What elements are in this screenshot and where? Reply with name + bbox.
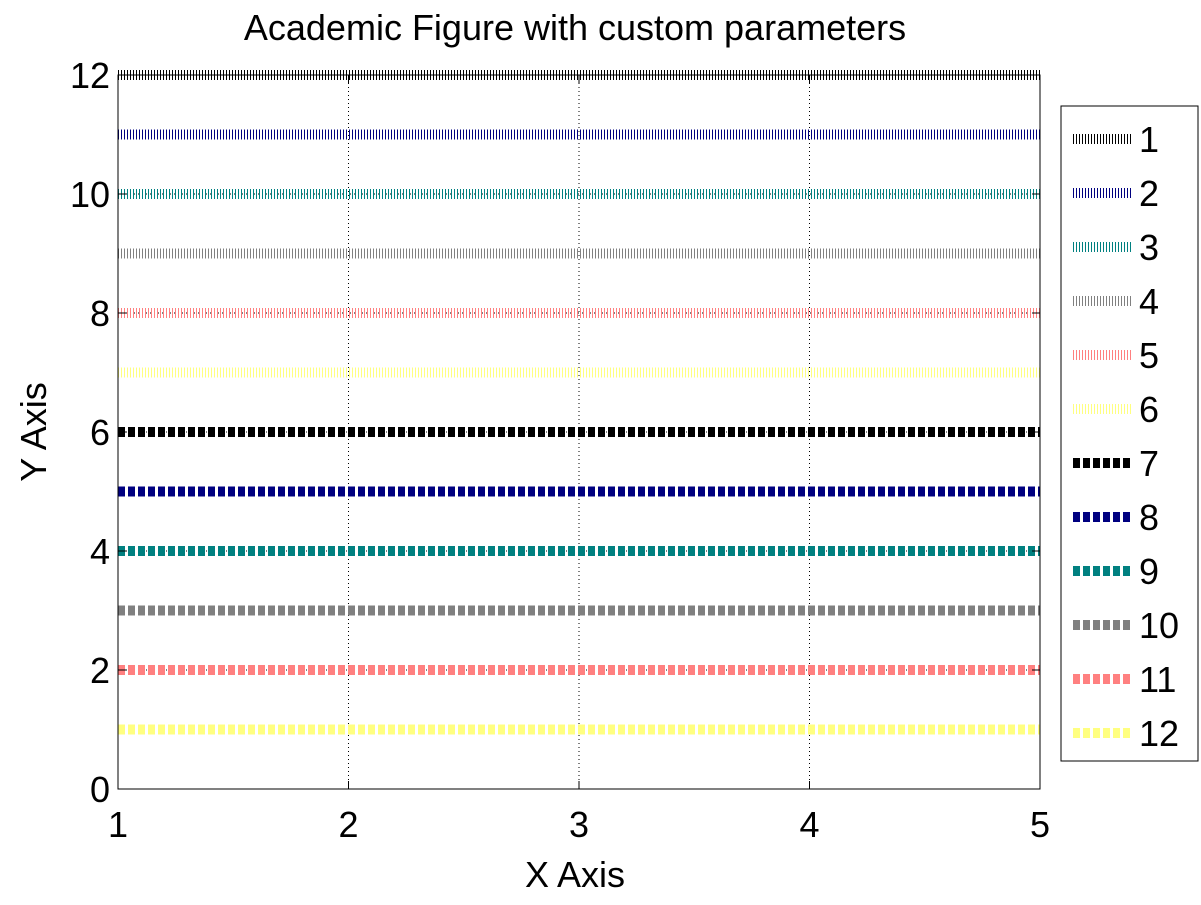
y-axis-label: Y Axis (13, 382, 54, 481)
legend-label-4: 4 (1139, 281, 1159, 322)
legend-label-3: 3 (1139, 227, 1159, 268)
y-tick-label: 2 (90, 650, 110, 691)
legend-label-2: 2 (1139, 173, 1159, 214)
legend-box (1060, 105, 1199, 762)
legend-label-6: 6 (1139, 389, 1159, 430)
y-tick-label: 8 (90, 293, 110, 334)
x-tick-label: 2 (338, 804, 358, 845)
legend-label-12: 12 (1139, 713, 1179, 754)
legend-label-5: 5 (1139, 335, 1159, 376)
legend-label-1: 1 (1139, 119, 1159, 160)
x-tick-label: 4 (799, 804, 819, 845)
x-ticks: 1 2 3 4 5 (108, 75, 1050, 845)
legend-label-7: 7 (1139, 443, 1159, 484)
y-tick-label: 6 (90, 412, 110, 453)
legend-label-9: 9 (1139, 551, 1159, 592)
y-tick-label: 10 (70, 174, 110, 215)
legend-label-11: 11 (1139, 659, 1176, 700)
x-axis-label: X Axis (525, 854, 625, 895)
x-tick-label: 5 (1030, 804, 1050, 845)
legend-label-10: 10 (1139, 605, 1179, 646)
y-tick-label: 0 (90, 769, 110, 810)
chart-title: Academic Figure with custom parameters (244, 7, 906, 48)
y-tick-label: 4 (90, 531, 110, 572)
y-ticks: 0 2 4 6 8 10 12 (70, 55, 1040, 810)
legend-label-8: 8 (1139, 497, 1159, 538)
y-tick-label: 12 (70, 55, 110, 96)
x-tick-label: 1 (108, 804, 128, 845)
x-tick-label: 3 (569, 804, 589, 845)
